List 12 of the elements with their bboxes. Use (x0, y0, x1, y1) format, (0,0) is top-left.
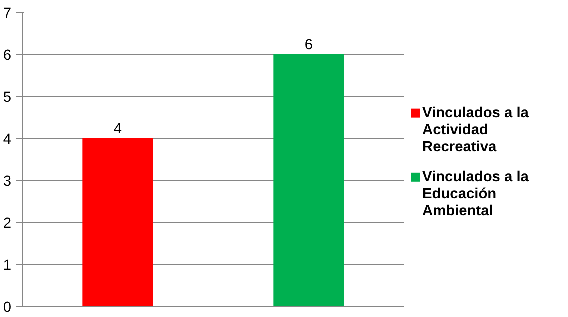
y-tick-label: 0 (3, 300, 12, 316)
y-tick-label: 3 (3, 174, 12, 190)
y-tick-label: 4 (3, 132, 12, 148)
y-tick-label: 6 (3, 48, 12, 64)
y-tick-label: 7 (3, 6, 12, 22)
y-tick-label: 2 (3, 216, 12, 232)
y-tick-label: 5 (3, 90, 12, 106)
legend-label: Vinculados a la Actividad Recreativa (422, 105, 530, 156)
y-tick-label: 1 (3, 258, 12, 274)
legend-label: Vinculados a la Educación Ambiental (422, 169, 530, 220)
data-label: 6 (304, 38, 314, 54)
data-label: 4 (114, 122, 122, 138)
